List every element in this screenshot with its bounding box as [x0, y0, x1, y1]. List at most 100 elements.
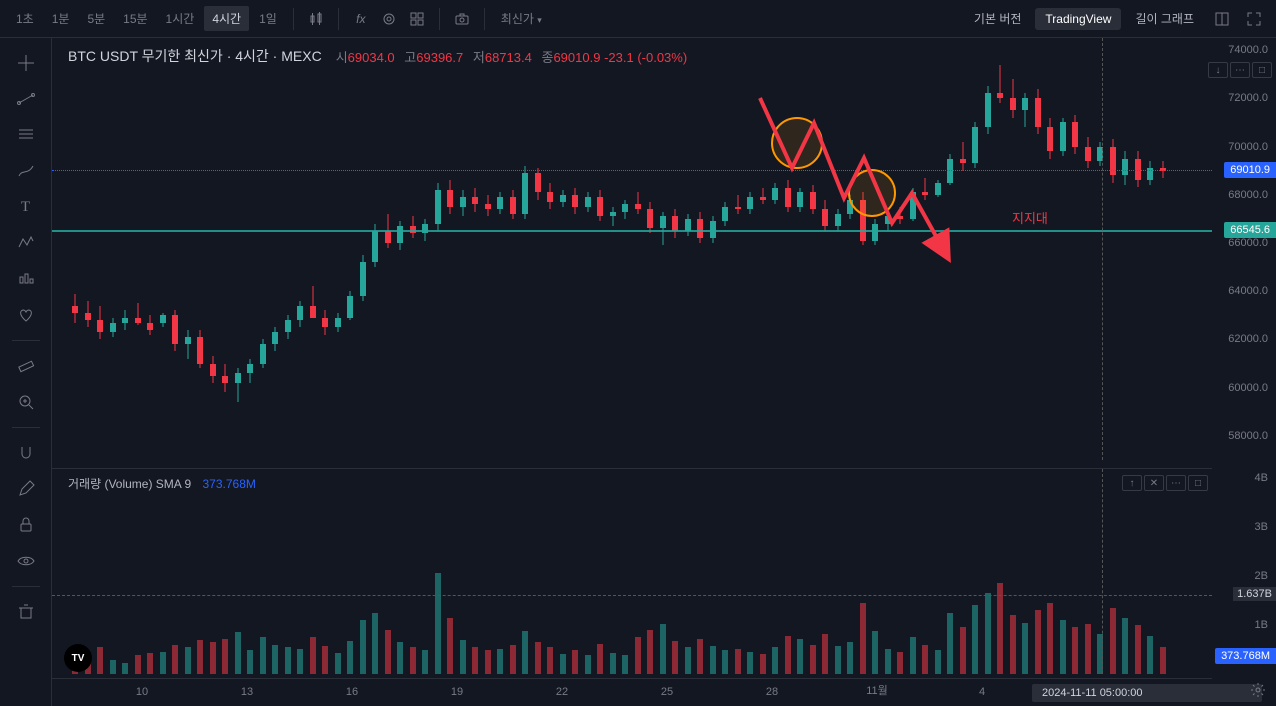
- price-type-label: 최신가: [501, 12, 534, 26]
- fib-tool-icon[interactable]: [8, 118, 44, 152]
- favorites-icon[interactable]: [8, 298, 44, 332]
- support-price-tag: 66545.6: [1224, 222, 1276, 238]
- eye-tool-icon[interactable]: [8, 544, 44, 578]
- separator: [439, 8, 440, 30]
- volume-sma-value: 373.768M: [203, 477, 256, 491]
- separator: [293, 8, 294, 30]
- price-tick: 68000.0: [1228, 189, 1268, 201]
- low-value: 68713.4: [485, 50, 532, 65]
- volume-tick: 4B: [1255, 472, 1268, 484]
- timeframe-1시간[interactable]: 1시간: [158, 6, 203, 31]
- separator: [338, 8, 339, 30]
- trend-line-tool-icon[interactable]: [8, 82, 44, 116]
- volume-axis[interactable]: 4B3B2B1B1.637B373.768M: [1212, 468, 1276, 674]
- settings-gear-icon[interactable]: [1250, 682, 1268, 700]
- pane-collapse-icon[interactable]: ↓: [1208, 62, 1228, 78]
- toolbar-right: 기본 버전 TradingView 길이 그래프: [964, 5, 1268, 33]
- pane-up-icon[interactable]: ↑: [1122, 475, 1142, 491]
- timeframe-1분[interactable]: 1분: [44, 6, 78, 31]
- volume-pane[interactable]: 거래량 (Volume) SMA 9 373.768M ↑ ✕ ⋯ □: [52, 468, 1212, 674]
- current-price-tag: 69010.9: [1224, 162, 1276, 178]
- tradingview-logo: TV: [64, 644, 92, 672]
- tradingview-button[interactable]: TradingView: [1035, 8, 1121, 30]
- timeframe-5분[interactable]: 5분: [79, 6, 113, 31]
- candle-style-icon[interactable]: [302, 5, 330, 33]
- time-tick: 10: [136, 686, 148, 698]
- price-axis[interactable]: 74000.0 72000.0 70000.0 68000.0 66000.0 64000…: [1212, 38, 1276, 460]
- pct-value: (-0.03%): [637, 50, 687, 65]
- close-value: 69010.9: [553, 50, 600, 65]
- high-value: 69396.7: [416, 50, 463, 65]
- volume-info: 거래량 (Volume) SMA 9 373.768M: [68, 475, 256, 492]
- price-tick: 60000.0: [1228, 382, 1268, 394]
- timeframe-1초[interactable]: 1초: [8, 6, 42, 31]
- camera-icon[interactable]: [448, 5, 476, 33]
- price-pane-controls: ↓ ⋯ □: [1208, 62, 1272, 78]
- time-tick: 28: [766, 686, 778, 698]
- volume-tick: 2B: [1255, 570, 1268, 582]
- layout-grid-icon[interactable]: [1208, 5, 1236, 33]
- fullscreen-icon[interactable]: [1240, 5, 1268, 33]
- support-label: 지지대: [1012, 208, 1048, 227]
- magnet-tool-icon[interactable]: [8, 436, 44, 470]
- time-tick: 22: [556, 686, 568, 698]
- crosshair-time-tag: 2024-11-11 05:00:00: [1032, 684, 1262, 702]
- forecast-tool-icon[interactable]: [8, 262, 44, 296]
- volume-pane-controls: ↑ ✕ ⋯ □: [1122, 475, 1208, 491]
- text-tool-icon[interactable]: T: [8, 190, 44, 224]
- pane-settings-icon[interactable]: ⋯: [1230, 62, 1250, 78]
- time-tick: 16: [346, 686, 358, 698]
- price-tick: 66000.0: [1228, 237, 1268, 249]
- open-value: 69034.0: [348, 50, 395, 65]
- time-axis[interactable]: 1013161922252811월472024-11-11 05:00:00: [52, 678, 1212, 706]
- pane-maximize-icon[interactable]: □: [1188, 475, 1208, 491]
- pane-close-icon[interactable]: □: [1252, 62, 1272, 78]
- crosshair-tool-icon[interactable]: [8, 46, 44, 80]
- pencil-tool-icon[interactable]: [8, 472, 44, 506]
- ohlc-block: 시69034.0 고69396.7 저68713.4 종69010.9 -23.…: [330, 47, 688, 66]
- separator: [12, 586, 40, 587]
- volume-tick: 3B: [1255, 521, 1268, 533]
- pane-settings-icon[interactable]: ⋯: [1166, 475, 1186, 491]
- brush-tool-icon[interactable]: [8, 154, 44, 188]
- timeframe-1일[interactable]: 1일: [251, 6, 285, 31]
- open-label: 시: [336, 50, 348, 65]
- symbol-label: BTC USDT 무기한 최신가 · 4시간 · MEXC: [68, 46, 322, 66]
- fx-icon[interactable]: fx: [347, 5, 375, 33]
- trash-tool-icon[interactable]: [8, 595, 44, 629]
- top-toolbar: 1초1분5분15분1시간4시간1일 fx 최신가 ▾ 기본 버전 Trading…: [0, 0, 1276, 38]
- basic-version-button[interactable]: 기본 버전: [964, 6, 1032, 31]
- price-tick: 72000.0: [1228, 92, 1268, 104]
- time-tick: 25: [661, 686, 673, 698]
- depth-chart-button[interactable]: 길이 그래프: [1125, 6, 1204, 31]
- price-tick: 74000.0: [1228, 44, 1268, 56]
- price-chart-canvas[interactable]: 지지대: [52, 38, 1212, 460]
- annotation-circle[interactable]: [848, 169, 896, 217]
- zoom-tool-icon[interactable]: [8, 385, 44, 419]
- close-label: 종: [541, 50, 553, 65]
- separator: [484, 8, 485, 30]
- timeframe-4시간[interactable]: 4시간: [204, 6, 249, 31]
- volume-current-tag: 373.768M: [1215, 648, 1276, 664]
- layout-icon[interactable]: [403, 5, 431, 33]
- time-tick: 4: [979, 686, 985, 698]
- low-label: 저: [473, 50, 485, 65]
- high-label: 고: [404, 50, 416, 65]
- pattern-tool-icon[interactable]: [8, 226, 44, 260]
- timeframe-group: 1초1분5분15분1시간4시간1일: [8, 6, 285, 31]
- price-tick: 64000.0: [1228, 285, 1268, 297]
- timeframe-15분[interactable]: 15분: [115, 6, 155, 31]
- separator: [12, 427, 40, 428]
- time-tick: 19: [451, 686, 463, 698]
- lock-tool-icon[interactable]: [8, 508, 44, 542]
- pane-close-icon[interactable]: ✕: [1144, 475, 1164, 491]
- volume-label: 거래량 (Volume) SMA 9: [68, 477, 191, 491]
- price-type-dropdown[interactable]: 최신가 ▾: [493, 6, 550, 31]
- annotation-circle[interactable]: [771, 117, 823, 169]
- change-value: -23.1: [604, 50, 634, 65]
- current-price-line: [52, 170, 1212, 171]
- indicator-templates-icon[interactable]: [375, 5, 403, 33]
- price-tick: 70000.0: [1228, 141, 1268, 153]
- time-tick: 11월: [866, 682, 888, 698]
- ruler-tool-icon[interactable]: [8, 349, 44, 383]
